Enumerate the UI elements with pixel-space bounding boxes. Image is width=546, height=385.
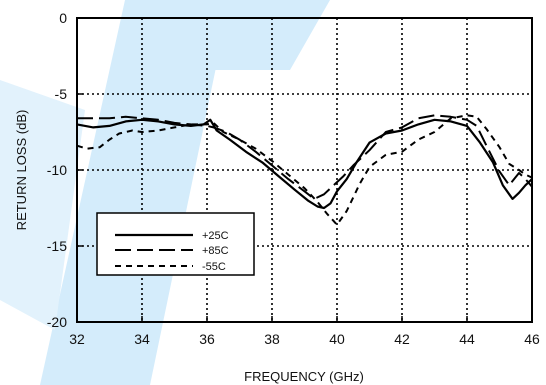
series-line-3 — [76, 114, 533, 226]
x-tick-label: 32 — [69, 331, 85, 347]
series-line-2 — [77, 114, 533, 200]
series-layer — [76, 114, 533, 226]
x-tick-label: 46 — [524, 331, 540, 347]
y-tick-label: -15 — [47, 238, 67, 254]
legend-label-m55c: -55C — [202, 261, 226, 273]
y-tick-label: -5 — [55, 86, 68, 102]
watermark-logo — [0, 0, 330, 385]
series-line-1 — [76, 118, 533, 210]
legend-box — [96, 212, 255, 276]
x-tick-label: 42 — [394, 331, 410, 347]
x-tick-label: 44 — [459, 331, 475, 347]
y-tick-label: -10 — [47, 162, 67, 178]
x-tick-label: 36 — [199, 331, 215, 347]
legend-label-85c: +85C — [202, 245, 229, 257]
x-axis-title: FREQUENCY (GHz) — [244, 369, 364, 384]
y-axis-title: RETURN LOSS (dB) — [14, 110, 29, 231]
y-tick-label: 0 — [59, 10, 67, 26]
legend-label-25c: +25C — [202, 230, 229, 242]
x-tick-label: 34 — [134, 331, 150, 347]
y-tick-label: -20 — [47, 314, 67, 330]
x-tick-label: 38 — [264, 331, 280, 347]
x-tick-label: 40 — [329, 331, 345, 347]
legend: +25C +85C -55C — [96, 212, 255, 276]
ticks: 32 34 36 38 40 42 44 46 0 -5 -10 -15 -20 — [47, 10, 540, 347]
